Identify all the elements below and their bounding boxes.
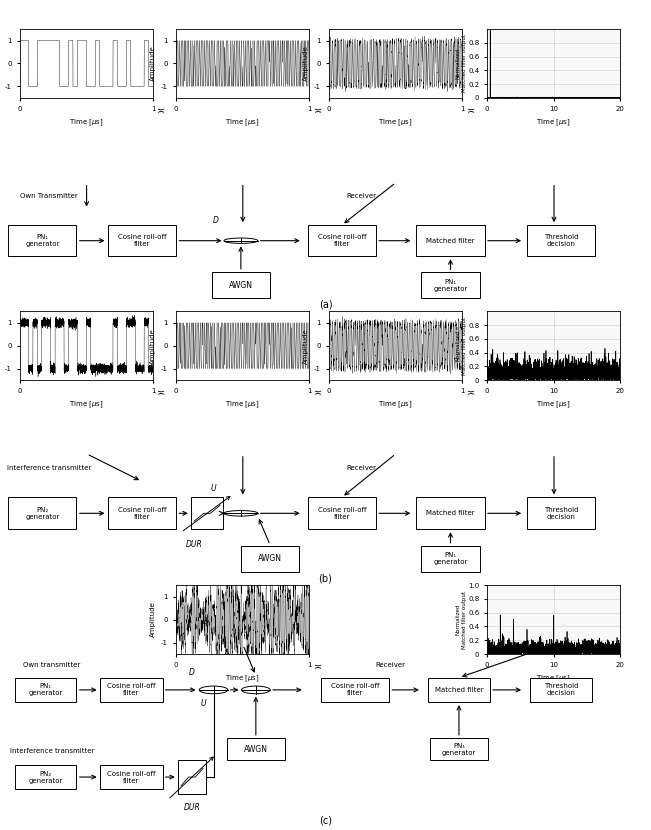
X-axis label: Time [$\mu$s]: Time [$\mu$s]	[378, 117, 413, 128]
X-axis label: Time [$\mu$s]: Time [$\mu$s]	[536, 673, 571, 684]
FancyBboxPatch shape	[100, 677, 163, 702]
Text: DUR: DUR	[184, 803, 201, 813]
Text: AWGN: AWGN	[244, 745, 268, 754]
FancyBboxPatch shape	[530, 677, 592, 702]
Text: Threshold
decision: Threshold decision	[544, 507, 578, 520]
Text: Matched filter: Matched filter	[426, 237, 475, 244]
X-axis label: Time [$\mu$s]: Time [$\mu$s]	[225, 117, 260, 128]
Text: $\asymp$: $\asymp$	[156, 388, 167, 398]
Text: (b): (b)	[318, 574, 333, 583]
Text: (a): (a)	[319, 299, 332, 309]
Text: D: D	[213, 216, 219, 225]
Text: $\asymp$: $\asymp$	[465, 105, 476, 115]
Text: AWGN: AWGN	[229, 281, 253, 290]
X-axis label: Time [$\mu$s]: Time [$\mu$s]	[536, 399, 571, 410]
Text: $\asymp$: $\asymp$	[465, 388, 476, 398]
FancyBboxPatch shape	[421, 272, 480, 298]
Text: Own Transmitter: Own Transmitter	[20, 193, 77, 199]
Text: PN₁
generator: PN₁ generator	[434, 279, 467, 292]
Y-axis label: Amplitude: Amplitude	[303, 46, 309, 81]
Y-axis label: Amplitude: Amplitude	[150, 602, 156, 637]
FancyBboxPatch shape	[108, 497, 176, 530]
Text: $\asymp$: $\asymp$	[312, 662, 323, 671]
X-axis label: Time [$\mu$s]: Time [$\mu$s]	[69, 399, 104, 410]
FancyBboxPatch shape	[108, 225, 176, 256]
Text: U: U	[211, 484, 216, 493]
Text: $\asymp$: $\asymp$	[312, 105, 323, 115]
X-axis label: Time [$\mu$s]: Time [$\mu$s]	[536, 117, 571, 128]
Text: $\asymp$: $\asymp$	[312, 388, 323, 398]
Text: Receiver: Receiver	[346, 465, 376, 471]
Text: Cosine roll-off
filter: Cosine roll-off filter	[107, 683, 156, 696]
FancyBboxPatch shape	[178, 759, 206, 794]
FancyBboxPatch shape	[417, 497, 484, 530]
FancyBboxPatch shape	[15, 765, 77, 789]
Text: PN₂
generator: PN₂ generator	[25, 507, 59, 520]
X-axis label: Time [$\mu$s]: Time [$\mu$s]	[225, 399, 260, 410]
FancyBboxPatch shape	[308, 497, 376, 530]
Text: Own transmitter: Own transmitter	[23, 662, 81, 668]
Text: Receiver: Receiver	[346, 193, 376, 199]
Text: PN₁
generator: PN₁ generator	[29, 683, 62, 696]
FancyBboxPatch shape	[430, 738, 488, 760]
FancyBboxPatch shape	[428, 677, 490, 702]
FancyBboxPatch shape	[421, 545, 480, 572]
Text: Matched filter: Matched filter	[435, 687, 483, 693]
Y-axis label: Normalized
Matched filter output: Normalized Matched filter output	[456, 591, 467, 648]
FancyBboxPatch shape	[100, 765, 163, 789]
Text: Interference transmitter: Interference transmitter	[7, 465, 91, 471]
Text: U: U	[201, 699, 206, 708]
FancyBboxPatch shape	[527, 497, 595, 530]
Text: Cosine roll-off
filter: Cosine roll-off filter	[118, 234, 166, 247]
X-axis label: Time [$\mu$s]: Time [$\mu$s]	[225, 673, 260, 684]
FancyBboxPatch shape	[417, 225, 484, 256]
Text: PN₂
generator: PN₂ generator	[29, 770, 62, 784]
Text: Cosine roll-off
filter: Cosine roll-off filter	[318, 234, 366, 247]
Text: Cosine roll-off
filter: Cosine roll-off filter	[331, 683, 379, 696]
FancyBboxPatch shape	[241, 545, 299, 572]
Y-axis label: Amplitude: Amplitude	[150, 46, 156, 81]
Text: AWGN: AWGN	[258, 554, 282, 564]
Text: PN₁
generator: PN₁ generator	[25, 234, 59, 247]
FancyBboxPatch shape	[8, 225, 77, 256]
Text: Cosine roll-off
filter: Cosine roll-off filter	[118, 507, 166, 520]
Text: D: D	[189, 668, 195, 677]
Y-axis label: Amplitude: Amplitude	[303, 328, 309, 364]
Text: DUR: DUR	[186, 540, 202, 549]
FancyBboxPatch shape	[8, 497, 77, 530]
X-axis label: Time [$\mu$s]: Time [$\mu$s]	[378, 399, 413, 410]
Text: Cosine roll-off
filter: Cosine roll-off filter	[318, 507, 366, 520]
Text: Receiver: Receiver	[376, 662, 406, 668]
FancyBboxPatch shape	[227, 738, 285, 760]
Text: PN₁
generator: PN₁ generator	[434, 553, 467, 565]
FancyBboxPatch shape	[212, 272, 270, 298]
Text: $\asymp$: $\asymp$	[156, 105, 167, 115]
Text: Matched filter: Matched filter	[426, 510, 475, 516]
Text: Threshold
decision: Threshold decision	[544, 234, 578, 247]
FancyBboxPatch shape	[320, 677, 389, 702]
Text: Cosine roll-off
filter: Cosine roll-off filter	[107, 770, 156, 784]
Text: Threshold
decision: Threshold decision	[544, 683, 578, 696]
Text: (c): (c)	[319, 815, 332, 825]
FancyBboxPatch shape	[15, 677, 77, 702]
Y-axis label: Normalized
Matched filter output: Normalized Matched filter output	[456, 35, 467, 92]
Text: Interference transmitter: Interference transmitter	[10, 748, 94, 754]
FancyBboxPatch shape	[191, 497, 223, 530]
Y-axis label: Normalized
Matched filter output: Normalized Matched filter output	[456, 317, 467, 374]
Text: PN₁
generator: PN₁ generator	[442, 743, 476, 755]
FancyBboxPatch shape	[527, 225, 595, 256]
X-axis label: Time [$\mu$s]: Time [$\mu$s]	[69, 117, 104, 128]
Y-axis label: Amplitude: Amplitude	[150, 328, 156, 364]
FancyBboxPatch shape	[308, 225, 376, 256]
